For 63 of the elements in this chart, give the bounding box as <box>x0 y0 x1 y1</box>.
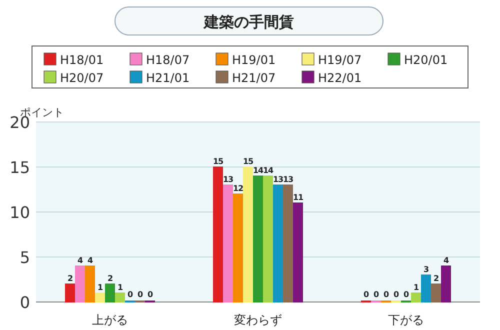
data-label: 0 <box>394 290 400 299</box>
legend-label: H19/01 <box>232 53 276 67</box>
y-tick-label: 5 <box>20 248 30 267</box>
data-label: 11 <box>293 193 304 202</box>
bar <box>95 292 105 302</box>
y-tick-label: 10 <box>10 203 30 222</box>
bar <box>115 292 125 302</box>
data-label: 4 <box>78 256 84 265</box>
data-label: 2 <box>68 274 73 283</box>
bar <box>85 266 95 302</box>
data-label: 14 <box>263 166 274 175</box>
bar <box>243 166 253 302</box>
bar <box>233 194 243 302</box>
bar <box>431 284 441 302</box>
bar <box>411 292 421 302</box>
legend-label: H21/01 <box>146 71 190 85</box>
bar <box>293 202 303 302</box>
bar <box>441 266 451 302</box>
bar <box>263 176 273 302</box>
legend-label: H18/01 <box>60 53 104 67</box>
data-label: 13 <box>223 175 233 184</box>
bar <box>213 166 223 302</box>
x-tick-label: 下がる <box>388 313 424 327</box>
bar <box>283 184 293 302</box>
bar <box>75 266 85 302</box>
data-label: 0 <box>404 290 410 299</box>
data-label: 13 <box>283 175 293 184</box>
data-label: 14 <box>253 166 264 175</box>
chart-title: 建築の手間賃 <box>203 13 294 31</box>
x-tick-label: 変わらず <box>234 313 282 327</box>
bar <box>105 284 115 302</box>
data-label: 2 <box>434 274 439 283</box>
bar <box>273 184 283 302</box>
data-label: 3 <box>424 265 429 274</box>
data-label: 4 <box>88 256 94 265</box>
bar <box>65 284 75 302</box>
legend-label: H19/07 <box>318 53 362 67</box>
y-tick-label: 15 <box>10 158 30 177</box>
y-tick-label: 0 <box>20 293 30 312</box>
x-tick-label: 上がる <box>92 313 128 327</box>
data-label: 1 <box>414 283 420 292</box>
data-label: 15 <box>213 157 224 166</box>
data-label: 15 <box>243 157 254 166</box>
bar <box>421 274 431 302</box>
data-label: 1 <box>98 283 104 292</box>
data-label: 0 <box>364 290 370 299</box>
data-label: 0 <box>384 290 390 299</box>
data-label: 0 <box>128 290 134 299</box>
legend-label: H18/07 <box>146 53 190 67</box>
data-label: 4 <box>444 256 450 265</box>
legend-label: H22/01 <box>318 71 362 85</box>
legend-label: H20/07 <box>60 71 104 85</box>
data-label: 2 <box>108 274 113 283</box>
data-label: 13 <box>273 175 283 184</box>
legend-label: H20/01 <box>404 53 448 67</box>
legend-label: H21/07 <box>232 71 276 85</box>
bar <box>223 184 233 302</box>
data-label: 1 <box>118 283 124 292</box>
data-label: 0 <box>374 290 380 299</box>
data-label: 12 <box>233 184 243 193</box>
bar <box>253 176 263 302</box>
data-label: 0 <box>138 290 144 299</box>
data-label: 0 <box>148 290 154 299</box>
